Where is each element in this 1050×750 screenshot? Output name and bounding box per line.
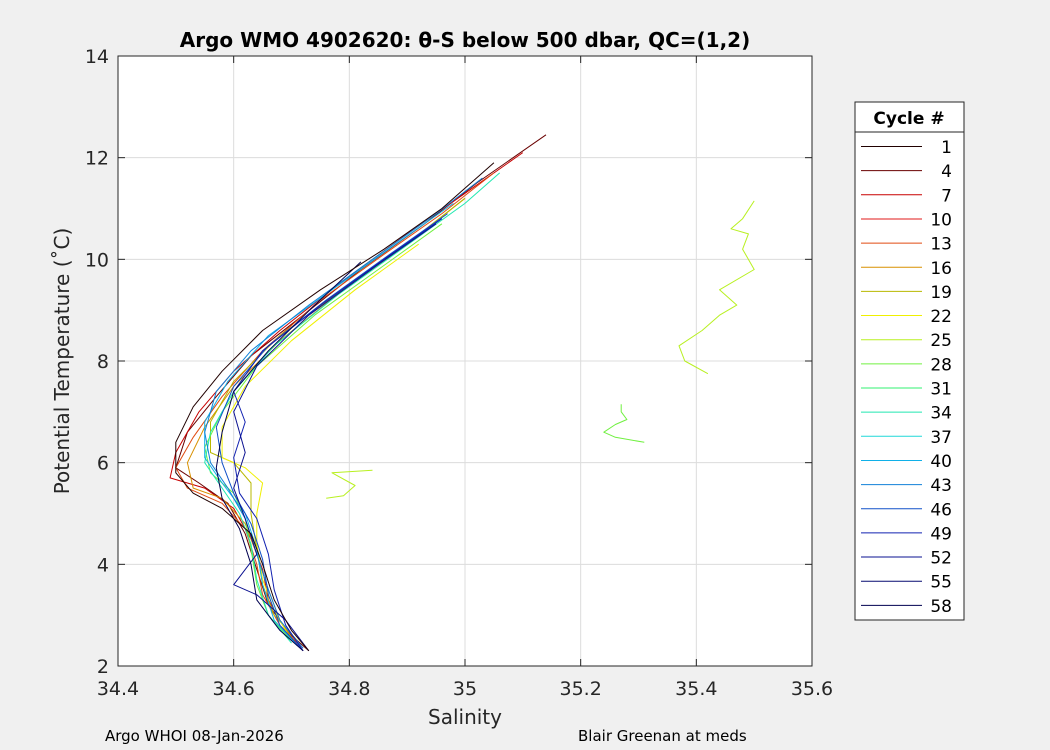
series-line-5 xyxy=(221,243,419,641)
series-line-13 xyxy=(215,213,448,652)
series-line-6 xyxy=(678,200,755,375)
series-line-11 xyxy=(204,202,454,647)
legend-entry-label: 31 xyxy=(930,380,952,400)
series-line-14 xyxy=(233,218,443,652)
footer-left: Argo WHOI 08-Jan-2026 xyxy=(105,727,284,745)
axis-ticks: 34.4 34.6 34.8 35 35.2 35.4 35.6 2 4 6 8 10 12 14 xyxy=(85,46,833,700)
legend-entry-label: 16 xyxy=(930,259,952,279)
legend-entry-label: 58 xyxy=(930,597,952,617)
y-tick-label: 4 xyxy=(97,554,109,576)
x-tick-label: 34.4 xyxy=(97,678,139,700)
legend-entry-label: 34 xyxy=(930,404,952,424)
legend-box xyxy=(854,101,965,621)
y-tick-label: 12 xyxy=(85,148,109,170)
y-tick-label: 2 xyxy=(97,656,109,678)
legend-entry-label: 37 xyxy=(930,428,952,448)
series-line-8 xyxy=(603,404,645,443)
legend-entries: 1 4 7 10 13 16 19 22 25 28 31 34 37 40 43 46 49 52 55 58 xyxy=(861,138,952,617)
y-tick-label: 6 xyxy=(97,453,109,475)
y-tick-label: 10 xyxy=(85,249,109,271)
legend-entry-label: 43 xyxy=(930,476,952,496)
y-tick-label: 8 xyxy=(97,351,109,373)
x-tick-label: 35 xyxy=(453,678,477,700)
legend-entry-label: 4 xyxy=(941,162,952,182)
y-tick-label: 14 xyxy=(85,46,109,68)
legend-entry-label: 55 xyxy=(930,573,952,593)
chart-title: Argo WMO 4902620: θ-S below 500 dbar, QC… xyxy=(180,28,750,52)
series-line-9 xyxy=(204,223,443,641)
legend-entry-label: 7 xyxy=(941,186,952,206)
x-tick-label: 34.6 xyxy=(213,678,255,700)
legend: Cycle # 1 4 7 10 13 16 19 22 25 28 31 34 37 40 43 46 49 5… xyxy=(854,101,965,621)
legend-entry-label: 52 xyxy=(930,549,952,569)
footer-right: Blair Greenan at meds xyxy=(578,727,747,745)
legend-entry-label: 13 xyxy=(930,235,952,255)
x-axis-label: Salinity xyxy=(428,705,502,729)
x-tick-label: 35.2 xyxy=(560,678,602,700)
legend-entry-label: 40 xyxy=(930,452,952,472)
series-line-17 xyxy=(175,162,495,652)
x-tick-label: 35.6 xyxy=(791,678,833,700)
series-line-7 xyxy=(326,469,373,499)
legend-entry-label: 46 xyxy=(930,500,952,520)
legend-entry-label: 19 xyxy=(930,283,952,303)
legend-entry-label: 49 xyxy=(930,524,952,544)
legend-entry-label: 10 xyxy=(930,210,952,230)
plot-area: 34.4 34.6 34.8 35 35.2 35.4 35.6 2 4 6 8 10 12 14 xyxy=(85,46,833,700)
y-axis-label: Potential Temperature (˚C) xyxy=(50,228,74,495)
legend-entry-label: 25 xyxy=(930,331,952,351)
x-tick-label: 35.4 xyxy=(675,678,717,700)
series-line-15 xyxy=(233,223,437,652)
legend-entry-label: 1 xyxy=(941,138,952,158)
x-tick-label: 34.8 xyxy=(328,678,370,700)
legend-entry-label: 22 xyxy=(930,307,952,327)
legend-title: Cycle # xyxy=(873,109,944,129)
series-layer xyxy=(169,134,755,652)
legend-entry-label: 28 xyxy=(930,355,952,375)
series-line-16 xyxy=(215,261,362,652)
